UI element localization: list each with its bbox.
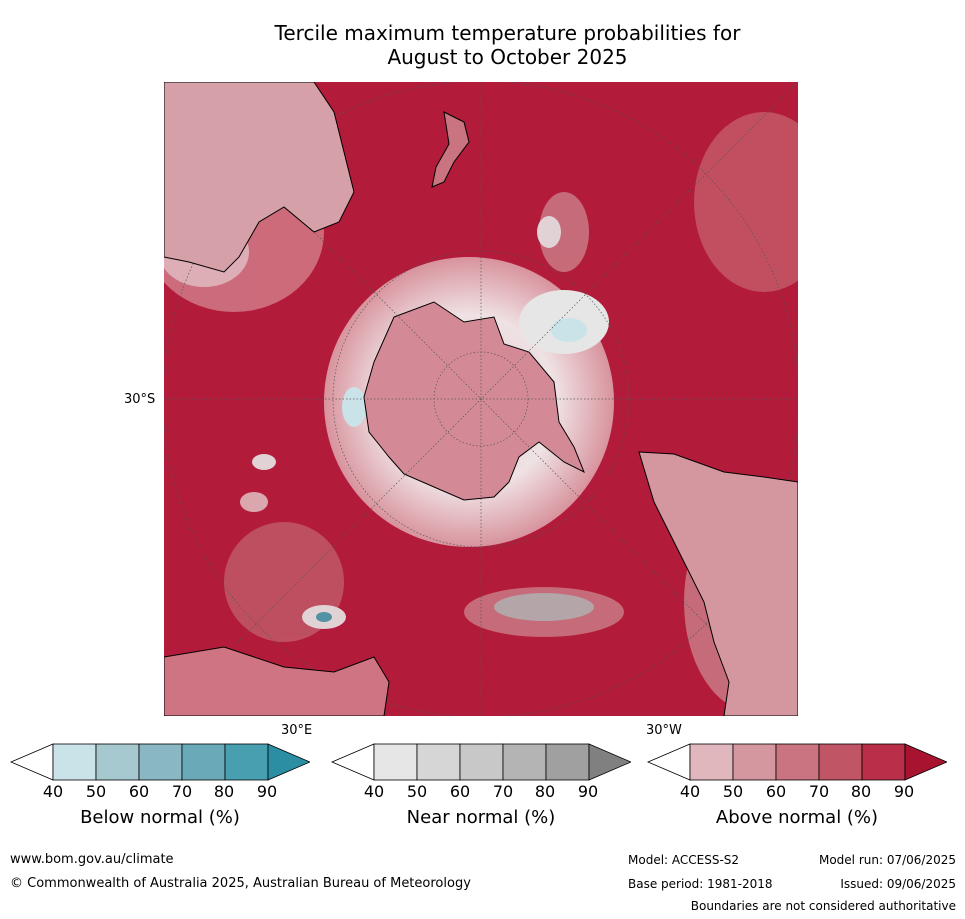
tick: 80 [213, 782, 235, 801]
colorbar-extend-low [647, 743, 691, 781]
colorbar-swatch [502, 743, 547, 781]
model-name: Model: ACCESS-S2 [628, 853, 740, 867]
copyright: © Commonwealth of Australia 2025, Austra… [10, 876, 471, 891]
colorbar-swatch [224, 743, 269, 781]
africa [164, 646, 390, 716]
colorbar-swatch [545, 743, 590, 781]
boundaries-disclaimer: Boundaries are not considered authoritat… [690, 899, 956, 913]
base-period: Base period: 1981-2018 [628, 877, 773, 891]
australia [164, 82, 355, 273]
colorbar-extend-high [904, 743, 947, 781]
tick: 90 [893, 782, 915, 801]
colorbar-near [331, 743, 631, 781]
colorbar-extend-high [267, 743, 310, 781]
southern-hemisphere-map [164, 82, 798, 716]
tick: 60 [449, 782, 471, 801]
colorbar-swatch [689, 743, 734, 781]
tick: 60 [128, 782, 150, 801]
tick: 60 [765, 782, 787, 801]
issued-date: Issued: 09/06/2025 [840, 877, 956, 891]
tick: 50 [722, 782, 744, 801]
lon-label-30w: 30°W [646, 723, 682, 738]
tick: 70 [171, 782, 193, 801]
model-run: Model run: 07/06/2025 [818, 853, 956, 867]
south-america [638, 451, 798, 716]
tick: 80 [534, 782, 556, 801]
map-title: Tercile maximum temperature probabilitie… [165, 21, 850, 69]
colorbar-swatch [181, 743, 226, 781]
graticule [164, 82, 798, 716]
colorbar-swatch [732, 743, 777, 781]
colorbar-near-swatches [331, 743, 631, 781]
colorbar-swatch [459, 743, 504, 781]
new-zealand [431, 111, 470, 188]
colorbar-above-swatches [647, 743, 947, 781]
colorbar-below-swatches [10, 743, 310, 781]
tick: 80 [850, 782, 872, 801]
lat-label-30s: 30°S [124, 392, 156, 407]
colorbar-swatch [373, 743, 418, 781]
colorbar-swatch [775, 743, 820, 781]
colorbar-swatch [416, 743, 461, 781]
tick: 40 [679, 782, 701, 801]
colorbar-near-title: Near normal (%) [406, 807, 556, 828]
colorbar-swatch [52, 743, 97, 781]
website-link[interactable]: www.bom.gov.au/climate [10, 852, 174, 867]
colorbar-above [647, 743, 947, 781]
colorbar-below [10, 743, 310, 781]
tick: 90 [577, 782, 599, 801]
colorbar-above-title: Above normal (%) [715, 807, 879, 828]
tick: 50 [406, 782, 428, 801]
colorbar-extend-high [588, 743, 631, 781]
tick: 40 [363, 782, 385, 801]
lon-label-30e: 30°E [281, 723, 313, 738]
colorbar-extend-low [10, 743, 54, 781]
colorbar-swatch [138, 743, 183, 781]
colorbar-extend-low [331, 743, 375, 781]
colorbar-swatch [95, 743, 140, 781]
tick: 90 [256, 782, 278, 801]
title-line-1: Tercile maximum temperature probabilitie… [274, 21, 741, 45]
colorbar-swatch [861, 743, 906, 781]
antarctica [363, 301, 585, 501]
tick: 40 [42, 782, 64, 801]
colorbar-below-title: Below normal (%) [80, 807, 240, 828]
colorbar-swatch [818, 743, 863, 781]
tick: 50 [85, 782, 107, 801]
tick: 70 [492, 782, 514, 801]
title-line-2: August to October 2025 [387, 45, 628, 69]
tick: 70 [808, 782, 830, 801]
